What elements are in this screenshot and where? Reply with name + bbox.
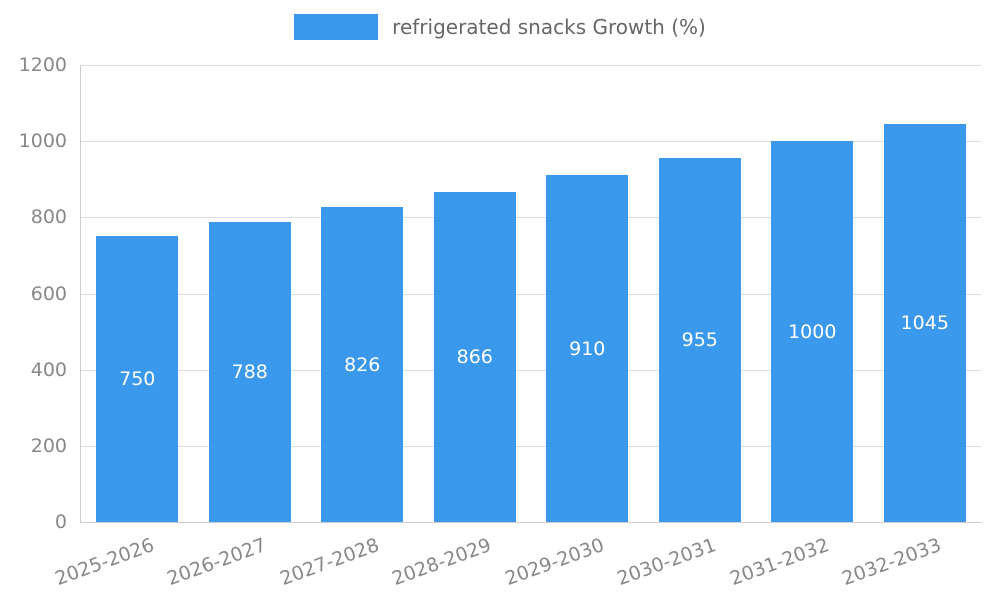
bar[interactable]: 955 — [658, 158, 741, 522]
bar-value-label: 866 — [456, 346, 493, 369]
y-tick-label: 400 — [30, 358, 67, 381]
bar[interactable]: 1000 — [771, 141, 854, 522]
legend-swatch — [294, 14, 379, 40]
x-tick-label: 2026-2027 — [164, 534, 270, 591]
bar-value-label: 1045 — [900, 312, 949, 335]
gridline — [81, 293, 981, 295]
x-tick-label: 2032-2033 — [839, 534, 945, 591]
gridline — [81, 369, 981, 371]
bar-value-label: 750 — [119, 368, 156, 391]
y-tick-label: 0 — [54, 511, 67, 533]
bar-value-label: 1000 — [788, 320, 837, 343]
bar[interactable]: 1045 — [883, 124, 966, 522]
x-tick-label: 2028-2029 — [389, 534, 495, 591]
bar-value-label: 788 — [231, 360, 268, 383]
gridline — [81, 65, 981, 66]
y-tick-label: 200 — [30, 434, 67, 457]
x-tick-label: 2029-2030 — [501, 534, 607, 591]
y-tick-label: 800 — [30, 206, 67, 229]
bar[interactable]: 826 — [321, 207, 404, 522]
gridline — [81, 445, 981, 447]
bar[interactable]: 750 — [96, 236, 179, 522]
legend-label: refrigerated snacks Growth (%) — [392, 15, 706, 39]
x-tick-label: 2030-2031 — [614, 534, 720, 591]
y-tick-label: 1000 — [18, 130, 67, 153]
x-tick-label: 2027-2028 — [276, 534, 382, 591]
gridline — [81, 217, 981, 219]
gridline — [81, 141, 981, 143]
bar-value-label: 826 — [344, 353, 381, 376]
bar[interactable]: 910 — [546, 175, 629, 522]
bar[interactable]: 866 — [433, 192, 516, 522]
x-tick-label: 2031-2032 — [726, 534, 832, 591]
bar-value-label: 910 — [569, 337, 606, 360]
legend[interactable]: refrigerated snacks Growth (%) — [0, 14, 1000, 40]
bar-value-label: 955 — [681, 329, 718, 352]
plot-area: 0 200 400 600 800 1000 1200 750 2025-2026 788 2026… — [19, 54, 981, 590]
y-tick-label: 1200 — [18, 54, 67, 76]
y-tick-label: 600 — [30, 282, 67, 305]
x-tick-label: 2025-2026 — [51, 534, 157, 591]
bar[interactable]: 788 — [208, 221, 291, 522]
